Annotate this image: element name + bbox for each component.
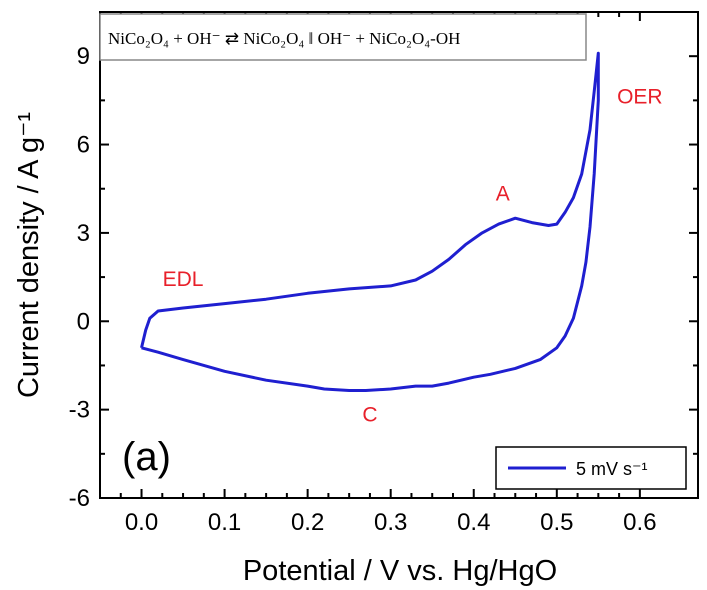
y-tick-label: 3 [77,220,90,247]
x-tick-label: 0.0 [125,509,158,536]
x-axis-title: Potential / V vs. Hg/HgO [243,555,557,587]
annotation-oer: OER [617,85,663,108]
x-tick-label: 0.3 [374,509,407,536]
x-tick-label: 0.2 [291,509,324,536]
x-tick-label: 0.5 [540,509,573,536]
y-tick-label: -3 [69,397,90,424]
annotations: EDL A OER C [163,85,663,426]
x-tick-label: 0.6 [623,509,656,536]
y-tick-label: 0 [77,308,90,335]
legend: 5 mV s⁻¹ [495,446,687,490]
cv-curve [140,51,600,392]
equation-text: NiCo₂O₄ + OH⁻ ⇄ NiCo₂O₄ ‖ OH⁻ + NiCo₂O₄-… [108,29,460,48]
tick-labels: 0.0 0.1 0.2 0.3 0.4 0.5 0.6 -6 -3 0 3 6 9 [69,43,657,536]
y-tick-label: 9 [77,43,90,70]
equation-box: NiCo₂O₄ + OH⁻ ⇄ NiCo₂O₄ ‖ OH⁻ + NiCo₂O₄-… [99,13,587,61]
y-tick-label: -6 [69,485,90,512]
plot-frame [99,11,699,499]
panel-label: (a) [122,435,171,479]
x-tick-label: 0.4 [457,509,490,536]
legend-label: 5 mV s⁻¹ [576,459,648,479]
y-tick-label: 6 [77,132,90,159]
y-axis-title: Current density / A g⁻¹ [13,112,45,398]
axis-ticks [99,11,698,499]
annotation-c: C [362,403,377,426]
x-tick-label: 0.1 [208,509,241,536]
annotation-edl: EDL [163,268,204,291]
annotation-a: A [496,183,510,206]
